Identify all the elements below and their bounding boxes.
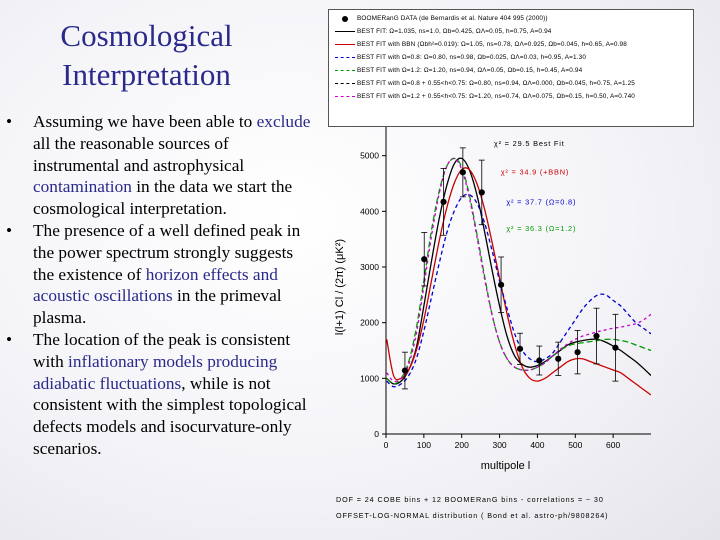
chi2-annotation: χ² = 34.9 (+BBN) [501, 168, 569, 177]
highlighted-text: inflationary models producing adiabatic … [33, 351, 278, 393]
data-point [612, 344, 619, 351]
legend-entry: BEST FIT with Ω=0.8 + 0.55<h<0.75: Ω=0.8… [329, 78, 693, 90]
data-point [459, 169, 466, 176]
bullet-dot: • [6, 329, 13, 349]
bullet-text: all the reasonable sources of instrument… [33, 133, 245, 175]
legend-entry: BEST FIT with Ω=1.2: Ω=1.20, ns=0.94, ΩΛ… [329, 65, 693, 77]
legend-swatch [335, 83, 355, 84]
y-tick-label: 0 [374, 429, 379, 439]
legend-swatch [335, 31, 355, 32]
chi2-annotation: χ² = 37.7 (Ω=0.8) [506, 198, 576, 207]
bullet-text: The presence of a well defined peak in t… [33, 220, 301, 284]
data-point [440, 198, 447, 205]
data-point [516, 345, 524, 352]
y-tick-label: 3000 [360, 262, 379, 272]
bullet-dot: • [6, 220, 13, 240]
data-point [574, 349, 581, 356]
legend-label: BEST FIT with Ω=0.8: Ω=0.80, ns=0.98, Ωb… [357, 54, 587, 61]
bullet-item: • The presence of a well defined peak in … [4, 220, 312, 329]
bullet-text: in the data we start the cosmological in… [33, 177, 293, 219]
data-point [497, 281, 505, 288]
y-tick-label: 1000 [360, 373, 379, 383]
bullet-dot: • [6, 112, 13, 131]
slide-title-line: Cosmological [60, 18, 233, 53]
legend-label: BOOMERanG DATA (de Bernardis et al. Natu… [357, 15, 548, 22]
bullet-text: , while is not consistent with the simpl… [33, 373, 307, 458]
legend-entry: BEST FIT with BBN (Ωbh²=0.019): Ω=1.05, … [329, 39, 693, 51]
legend-label: BEST FIT with Ω=1.2: Ω=1.20, ns=0.94, ΩΛ… [357, 67, 583, 74]
data-point [593, 332, 600, 340]
power-spectrum-chart: 0 100 200 300 400 500 600 0 1000 2000 3000 4000 5000… [334, 100, 651, 472]
x-tick-label: 500 [568, 440, 582, 450]
bullet-text: The location of the peak is consistent w… [33, 329, 291, 371]
y-tick-label: 5000 [360, 151, 379, 161]
bullet-item: • Assuming we have been able to exclude a… [4, 111, 312, 220]
x-tick-label: 100 [417, 440, 431, 450]
legend-entry: BOOMERanG DATA (de Bernardis et al. Natu… [329, 13, 693, 25]
legend-marker [342, 16, 348, 22]
legend-swatch [335, 57, 355, 58]
bullet-item: • The location of the peak is consistent … [4, 329, 312, 460]
legend-label: BEST FIT with Ω=0.8 + 0.55<h<0.75: Ω=0.8… [357, 80, 636, 87]
y-tick-label: 2000 [360, 318, 379, 328]
chart-legend: BOOMERanG DATA (de Bernardis et al. Natu… [328, 9, 694, 127]
legend-entry: BEST FIT with Ω=1.2 + 0.55<h<0.75: Ω=1.2… [329, 91, 693, 103]
data-point [536, 357, 543, 364]
legend-label: BEST FIT with BBN (Ωbh²=0.019): Ω=1.05, … [357, 41, 627, 48]
legend-swatch [335, 70, 355, 71]
legend-entry: BEST FIT with Ω=0.8: Ω=0.80, ns=0.98, Ωb… [329, 52, 693, 64]
x-tick-label: 600 [606, 440, 620, 450]
x-tick-label: 0 [384, 440, 389, 450]
chart-footnote: DOF = 24 COBE bins + 12 BOOMERanG bins -… [336, 492, 608, 524]
series-line-0 [386, 157, 651, 385]
x-tick-label: 300 [492, 440, 506, 450]
legend-swatch [335, 44, 355, 45]
bullet-list: • Assuming we have been able to exclude a… [4, 111, 312, 460]
series-line-1 [386, 167, 651, 396]
slide-title: Cosmological Interpretation [24, 16, 269, 94]
footnote-line: OFFSET-LOG-NORMAL distribution ( Bond et… [336, 511, 609, 520]
x-tick-label: 200 [455, 440, 469, 450]
bullet-text: Assuming we have been able to [33, 112, 257, 131]
legend-swatch [335, 96, 355, 97]
series-line-3 [386, 157, 651, 385]
series-line-5 [386, 157, 651, 383]
legend-label: BEST FIT: Ω=1.035, ns=1.0, Ωb=0.425, ΩΛ=… [357, 28, 552, 35]
series-line-2 [386, 193, 651, 388]
legend-entry: BEST FIT: Ω=1.035, ns=1.0, Ωb=0.425, ΩΛ=… [329, 26, 693, 38]
data-point [421, 256, 428, 263]
legend-label: BEST FIT with Ω=1.2 + 0.55<h<0.75: Ω=1.2… [357, 93, 636, 100]
chi2-annotation: χ² = 29.5 Best Fit [494, 139, 565, 148]
data-point [555, 355, 562, 362]
footnote-line: DOF = 24 COBE bins + 12 BOOMERanG bins -… [336, 495, 604, 504]
highlighted-text: horizon effects and acoustic oscillation… [33, 264, 278, 306]
highlighted-text: contamination [33, 177, 132, 197]
x-tick-label: 400 [530, 440, 544, 450]
y-tick-label: 4000 [360, 206, 379, 216]
bullet-text: in the primeval plasma. [33, 286, 282, 328]
slide-title-line: Interpretation [62, 57, 231, 92]
y-axis-label: l(l+1) Cl / (2π) (μK²) [334, 239, 346, 335]
data-point [401, 367, 409, 374]
x-axis-label: multipole l [481, 460, 531, 472]
highlighted-text: exclude [256, 112, 311, 131]
data-point [478, 189, 485, 196]
chi2-annotation: χ² = 36.3 (Ω=1.2) [506, 224, 576, 233]
